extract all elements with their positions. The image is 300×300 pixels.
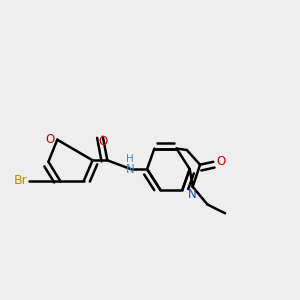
Text: H: H bbox=[126, 154, 134, 164]
Text: O: O bbox=[45, 133, 54, 146]
Text: N: N bbox=[188, 188, 197, 201]
Text: N: N bbox=[126, 163, 135, 176]
Text: O: O bbox=[216, 155, 226, 168]
Text: O: O bbox=[98, 135, 107, 148]
Text: Br: Br bbox=[14, 174, 27, 188]
